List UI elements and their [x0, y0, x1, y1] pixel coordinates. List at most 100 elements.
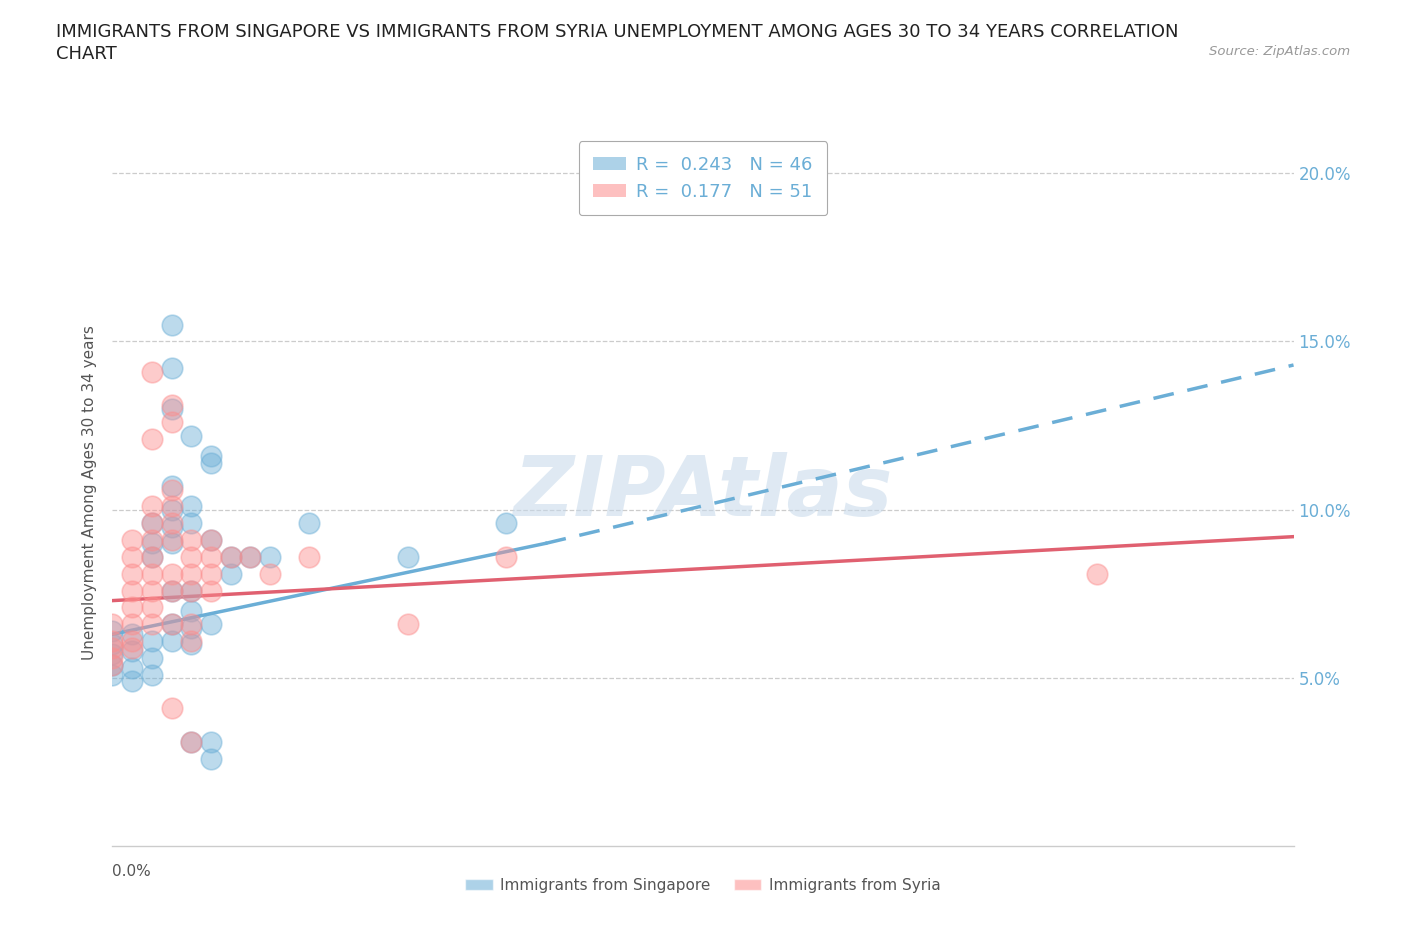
Point: [160, 398, 183, 413]
Point: [160, 317, 183, 332]
Point: [160, 617, 183, 631]
Point: [121, 583, 143, 598]
Point: [101, 623, 124, 638]
Point: [121, 633, 143, 648]
Point: [121, 600, 143, 615]
Point: [141, 633, 163, 648]
Point: [101, 637, 124, 652]
Text: Source: ZipAtlas.com: Source: ZipAtlas.com: [1209, 45, 1350, 58]
Point: [141, 533, 163, 548]
Point: [160, 701, 183, 716]
Point: [200, 533, 222, 548]
Point: [180, 735, 202, 750]
Point: [141, 536, 163, 551]
Point: [101, 633, 124, 648]
Point: [180, 566, 202, 581]
Point: [160, 502, 183, 517]
Point: [160, 533, 183, 548]
Point: [121, 533, 143, 548]
Point: [495, 550, 517, 565]
Point: [121, 674, 143, 689]
Text: 0.0%: 0.0%: [112, 864, 152, 879]
Point: [160, 633, 183, 648]
Point: [396, 550, 419, 565]
Point: [180, 620, 202, 635]
Point: [200, 583, 222, 598]
Point: [219, 550, 242, 565]
Point: [180, 617, 202, 631]
Text: CHART: CHART: [56, 45, 117, 62]
Point: [160, 583, 183, 598]
Point: [141, 516, 163, 531]
Point: [160, 482, 183, 497]
Point: [121, 660, 143, 675]
Point: [121, 627, 143, 642]
Point: [200, 617, 222, 631]
Point: [180, 735, 202, 750]
Point: [200, 566, 222, 581]
Point: [180, 583, 202, 598]
Point: [141, 650, 163, 665]
Point: [141, 550, 163, 565]
Point: [160, 415, 183, 430]
Point: [121, 644, 143, 658]
Point: [180, 637, 202, 652]
Point: [298, 516, 321, 531]
Point: [160, 498, 183, 513]
Point: [141, 516, 163, 531]
Point: [121, 640, 143, 655]
Point: [160, 566, 183, 581]
Y-axis label: Unemployment Among Ages 30 to 34 years: Unemployment Among Ages 30 to 34 years: [82, 326, 97, 660]
Point: [141, 566, 163, 581]
Point: [121, 566, 143, 581]
Point: [180, 428, 202, 443]
Point: [495, 516, 517, 531]
Point: [180, 633, 202, 648]
Point: [219, 550, 242, 565]
Point: [141, 667, 163, 682]
Point: [141, 365, 163, 379]
Point: [239, 550, 262, 565]
Point: [298, 550, 321, 565]
Point: [200, 751, 222, 766]
Point: [101, 658, 124, 672]
Point: [180, 583, 202, 598]
Point: [200, 455, 222, 470]
Point: [101, 640, 124, 655]
Point: [101, 647, 124, 662]
Text: ZIPAtlas: ZIPAtlas: [513, 452, 893, 534]
Point: [160, 479, 183, 494]
Point: [141, 550, 163, 565]
Point: [141, 432, 163, 446]
Legend: Immigrants from Singapore, Immigrants from Syria: Immigrants from Singapore, Immigrants fr…: [460, 871, 946, 898]
Point: [121, 617, 143, 631]
Text: IMMIGRANTS FROM SINGAPORE VS IMMIGRANTS FROM SYRIA UNEMPLOYMENT AMONG AGES 30 TO: IMMIGRANTS FROM SINGAPORE VS IMMIGRANTS …: [56, 23, 1178, 41]
Point: [101, 650, 124, 665]
Point: [160, 402, 183, 417]
Point: [101, 667, 124, 682]
Point: [259, 550, 281, 565]
Point: [141, 498, 163, 513]
Point: [1085, 566, 1108, 581]
Point: [160, 519, 183, 534]
Point: [141, 617, 163, 631]
Point: [180, 604, 202, 618]
Point: [141, 600, 163, 615]
Point: [160, 617, 183, 631]
Point: [219, 566, 242, 581]
Point: [101, 617, 124, 631]
Point: [141, 583, 163, 598]
Point: [200, 533, 222, 548]
Point: [160, 536, 183, 551]
Point: [200, 735, 222, 750]
Point: [101, 658, 124, 672]
Point: [396, 617, 419, 631]
Point: [200, 448, 222, 463]
Point: [259, 566, 281, 581]
Point: [160, 361, 183, 376]
Point: [121, 550, 143, 565]
Point: [160, 583, 183, 598]
Point: [160, 516, 183, 531]
Point: [180, 516, 202, 531]
Point: [180, 533, 202, 548]
